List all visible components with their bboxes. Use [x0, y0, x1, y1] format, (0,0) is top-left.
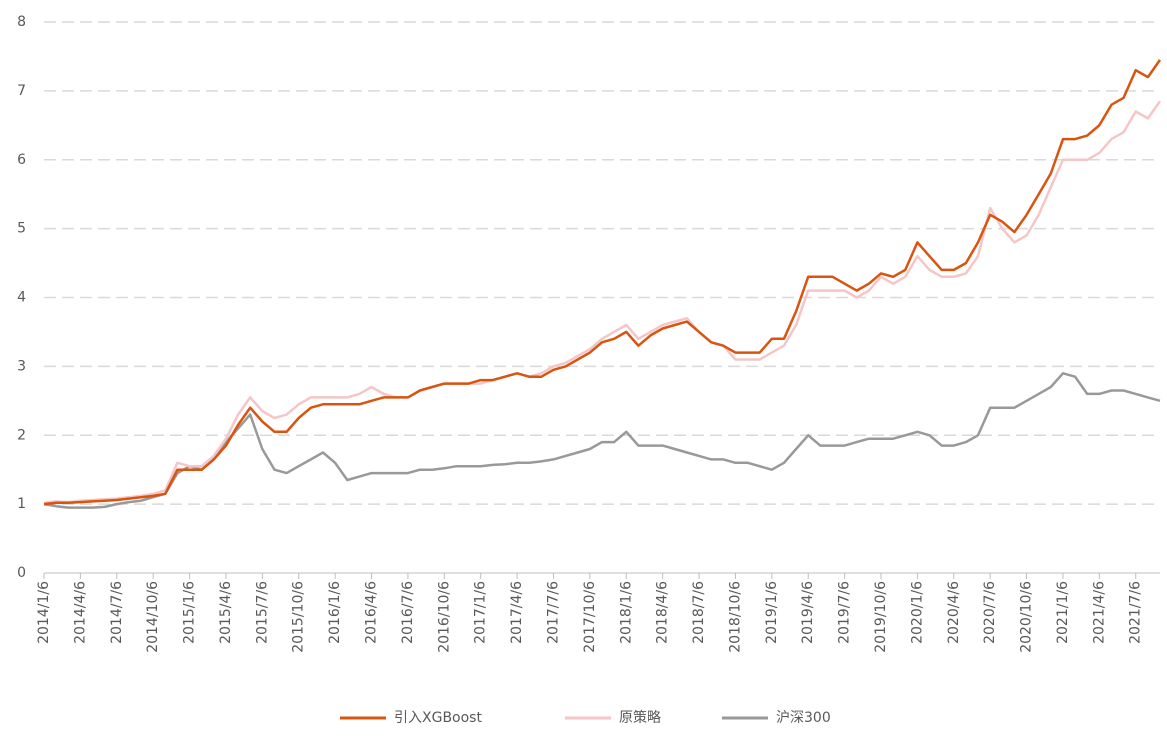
y-tick-label: 0	[17, 565, 26, 581]
x-tick-label: 2020/7/6	[982, 581, 998, 644]
x-tick-label: 2016/7/6	[400, 581, 416, 644]
x-tick-label: 2020/4/6	[946, 581, 962, 644]
y-tick-label: 4	[17, 290, 26, 306]
x-tick-label: 2018/4/6	[655, 581, 671, 644]
y-tick-label: 3	[17, 358, 26, 374]
y-tick-label: 7	[17, 83, 26, 99]
x-tick-label: 2014/1/6	[36, 581, 52, 644]
y-tick-label: 6	[17, 152, 26, 168]
x-tick-label: 2015/10/6	[291, 581, 307, 653]
x-tick-label: 2019/4/6	[800, 581, 816, 644]
x-tick-label: 2019/1/6	[764, 581, 780, 644]
x-tick-label: 2015/4/6	[218, 581, 234, 644]
series-line	[43, 372, 1161, 509]
x-tick-label: 2014/4/6	[72, 581, 88, 644]
legend-label: 引入XGBoost	[394, 710, 482, 726]
x-tick-label: 2021/1/6	[1055, 581, 1071, 644]
x-tick-label: 2016/1/6	[327, 581, 343, 644]
x-tick-label: 2015/7/6	[254, 581, 270, 644]
y-tick-label: 1	[17, 496, 26, 512]
x-tick-label: 2014/7/6	[109, 581, 125, 644]
y-tick-label: 5	[17, 221, 26, 237]
x-tick-label: 2018/7/6	[691, 581, 707, 644]
legend-label: 原策略	[619, 709, 661, 726]
x-tick-label: 2015/1/6	[182, 581, 198, 644]
x-tick-label: 2019/10/6	[873, 581, 889, 653]
legend-label: 沪深300	[776, 710, 831, 726]
x-tick-label: 2019/7/6	[837, 581, 853, 644]
series-line	[43, 100, 1162, 504]
x-tick-label: 2020/1/6	[909, 581, 925, 644]
x-tick-label: 2017/10/6	[582, 581, 598, 653]
x-tick-label: 2018/10/6	[727, 581, 743, 653]
x-tick-label: 2017/4/6	[509, 581, 525, 644]
x-tick-label: 2018/1/6	[618, 581, 634, 644]
x-tick-label: 2020/10/6	[1019, 581, 1035, 653]
series-line	[43, 59, 1162, 506]
x-tick-label: 2014/10/6	[145, 581, 161, 653]
x-tick-label: 2021/4/6	[1091, 581, 1107, 644]
x-tick-label: 2016/10/6	[436, 581, 452, 653]
y-tick-label: 2	[17, 427, 26, 443]
x-tick-label: 2016/4/6	[364, 581, 380, 644]
x-tick-label: 2017/7/6	[545, 581, 561, 644]
x-tick-label: 2017/1/6	[473, 581, 489, 644]
x-tick-label: 2021/7/6	[1128, 581, 1144, 644]
y-tick-label: 8	[17, 14, 26, 30]
